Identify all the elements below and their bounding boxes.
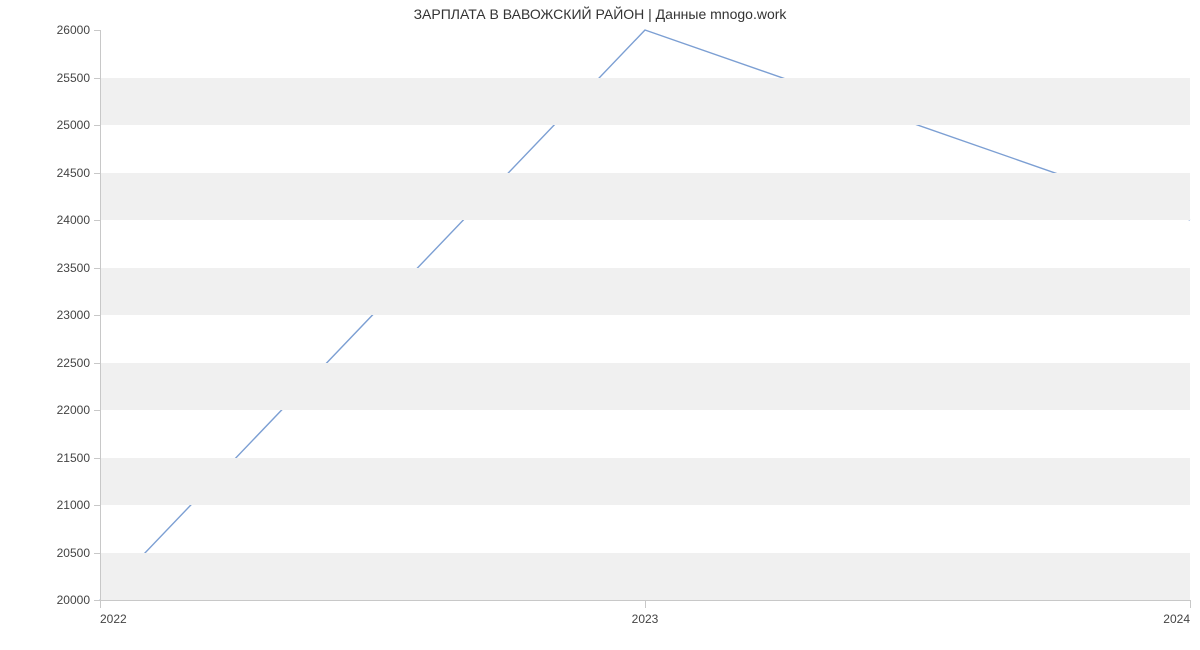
y-tick [94,220,100,221]
y-tick-label: 25500 [30,71,90,85]
y-tick-label: 24500 [30,166,90,180]
y-tick [94,315,100,316]
y-axis-line [100,30,101,600]
y-tick [94,553,100,554]
grid-band [100,363,1190,411]
y-tick [94,268,100,269]
y-tick-label: 22000 [30,403,90,417]
y-tick [94,30,100,31]
y-tick-label: 23000 [30,308,90,322]
y-tick-label: 21000 [30,498,90,512]
grid-band [100,553,1190,601]
y-tick-label: 26000 [30,23,90,37]
y-tick-label: 20500 [30,546,90,560]
y-tick-label: 23500 [30,261,90,275]
y-tick [94,505,100,506]
x-tick [100,600,101,608]
grid-band [100,173,1190,221]
y-tick-label: 20000 [30,593,90,607]
y-tick-label: 22500 [30,356,90,370]
y-tick-label: 21500 [30,451,90,465]
x-tick [1190,600,1191,608]
grid-band [100,458,1190,506]
chart-title: ЗАРПЛАТА В ВАВОЖСКИЙ РАЙОН | Данные mnog… [0,6,1200,22]
y-tick [94,125,100,126]
x-tick-label: 2022 [100,612,127,626]
plot-area: 2000020500210002150022000225002300023500… [100,30,1190,600]
x-tick [645,600,646,608]
grid-band [100,78,1190,126]
y-tick [94,410,100,411]
y-tick-label: 25000 [30,118,90,132]
grid-band [100,268,1190,316]
y-tick [94,173,100,174]
salary-line-chart: ЗАРПЛАТА В ВАВОЖСКИЙ РАЙОН | Данные mnog… [0,0,1200,650]
y-tick [94,78,100,79]
x-tick-label: 2024 [1163,612,1190,626]
y-tick-label: 24000 [30,213,90,227]
y-tick [94,458,100,459]
x-tick-label: 2023 [632,612,659,626]
y-tick [94,363,100,364]
